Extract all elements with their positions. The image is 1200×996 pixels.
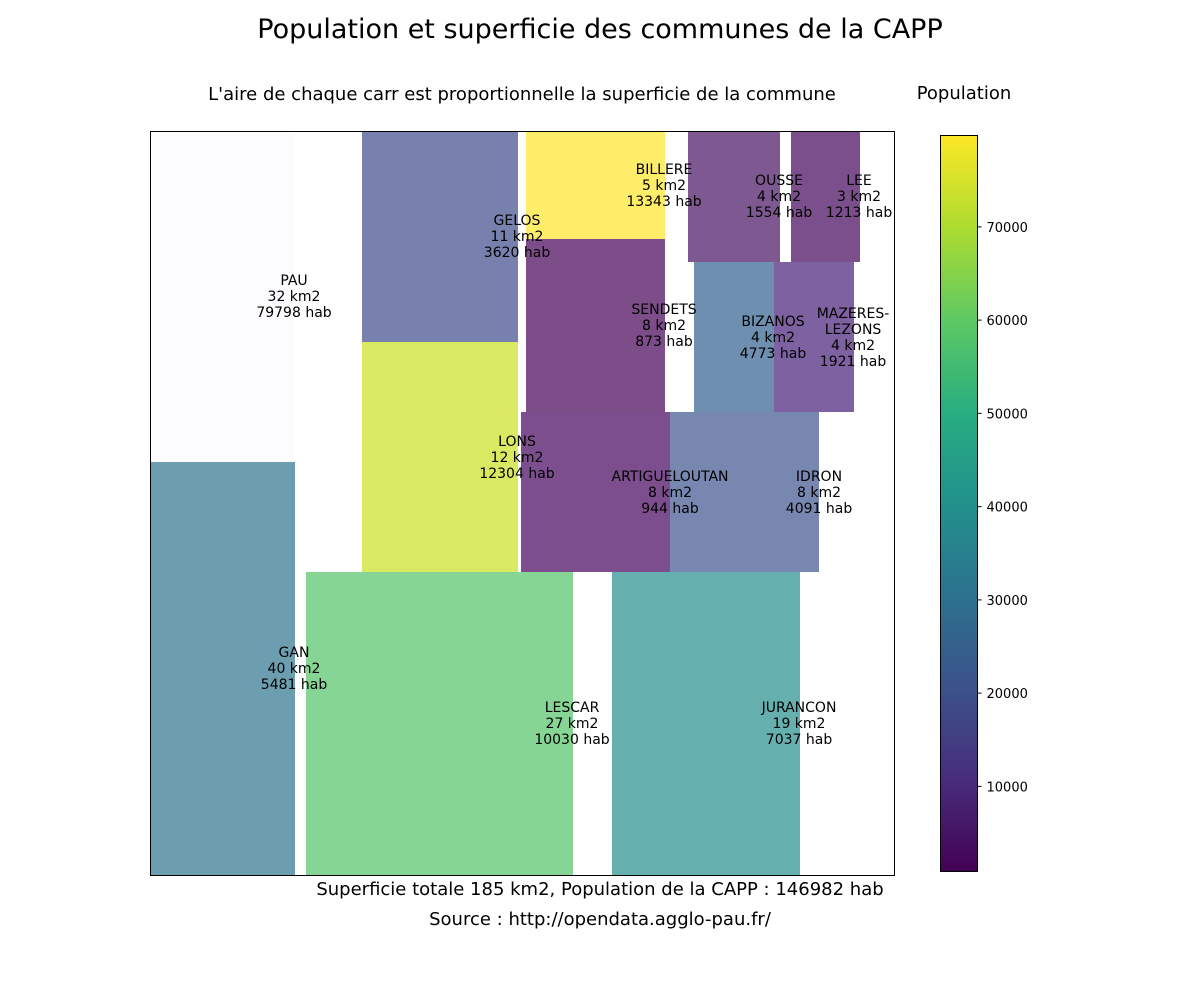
plot-frame bbox=[150, 131, 895, 876]
commune-rect-lee bbox=[791, 131, 860, 262]
commune-rect-jurancon bbox=[612, 572, 800, 875]
colorbar-tick-label-30000: 30000 bbox=[987, 594, 1028, 609]
colorbar-tick-label-20000: 20000 bbox=[987, 687, 1028, 702]
colorbar-title: Population bbox=[916, 83, 1012, 104]
commune-label-gelos: GELOS 11 km2 3620 hab bbox=[484, 213, 551, 261]
commune-label-gan: GAN 40 km2 5481 hab bbox=[261, 645, 328, 693]
commune-rect-billere bbox=[526, 131, 665, 239]
commune-rect-sendets bbox=[526, 239, 665, 412]
colorbar-tick-label-50000: 50000 bbox=[987, 407, 1028, 422]
commune-label-pau: PAU 32 km2 79798 hab bbox=[256, 273, 331, 321]
colorbar-tick-label-70000: 70000 bbox=[987, 221, 1028, 236]
commune-rect-idron bbox=[670, 412, 819, 572]
commune-label-bizanos: BIZANOS 4 km2 4773 hab bbox=[740, 314, 807, 362]
colorbar bbox=[940, 135, 978, 872]
commune-rect-gan bbox=[150, 462, 295, 875]
footer-total: Superficie totale 185 km2, Population de… bbox=[316, 879, 884, 900]
commune-rect-artigueloutan bbox=[521, 412, 670, 572]
commune-rect-lons bbox=[362, 342, 518, 572]
commune-label-artigueloutan: ARTIGUELOUTAN 8 km2 944 hab bbox=[612, 469, 729, 517]
commune-label-lescar: LESCAR 27 km2 10030 hab bbox=[534, 700, 609, 748]
chart-title: Population et superficie des communes de… bbox=[257, 14, 943, 45]
commune-label-ousse: OUSSE 4 km2 1554 hab bbox=[746, 173, 813, 221]
commune-label-idron: IDRON 8 km2 4091 hab bbox=[786, 469, 853, 517]
commune-label-billere: BILLERE 5 km2 13343 hab bbox=[626, 162, 701, 210]
commune-rect-pau bbox=[150, 131, 295, 462]
chart-subtitle: L'aire de chaque carr est proportionnell… bbox=[208, 84, 836, 105]
commune-label-lons: LONS 12 km2 12304 hab bbox=[479, 434, 554, 482]
colorbar-tick-label-40000: 40000 bbox=[987, 501, 1028, 516]
commune-rect-gelos bbox=[362, 131, 518, 342]
footer-source: Source : http://opendata.agglo-pau.fr/ bbox=[429, 909, 771, 930]
commune-label-sendets: SENDETS 8 km2 873 hab bbox=[631, 302, 696, 350]
commune-rect-lescar bbox=[306, 572, 573, 875]
commune-rect-ousse bbox=[688, 131, 780, 262]
commune-rect-mazeres-lezons bbox=[774, 262, 854, 412]
commune-rect-bizanos bbox=[694, 262, 774, 412]
colorbar-tick-label-60000: 60000 bbox=[987, 314, 1028, 329]
colorbar-tick-label-10000: 10000 bbox=[987, 780, 1028, 795]
commune-label-lee: LEE 3 km2 1213 hab bbox=[826, 173, 893, 221]
commune-label-jurancon: JURANCON 19 km2 7037 hab bbox=[761, 700, 837, 748]
commune-label-mazeres-lezons: MAZERES-LEZONS 4 km2 1921 hab bbox=[817, 306, 890, 370]
